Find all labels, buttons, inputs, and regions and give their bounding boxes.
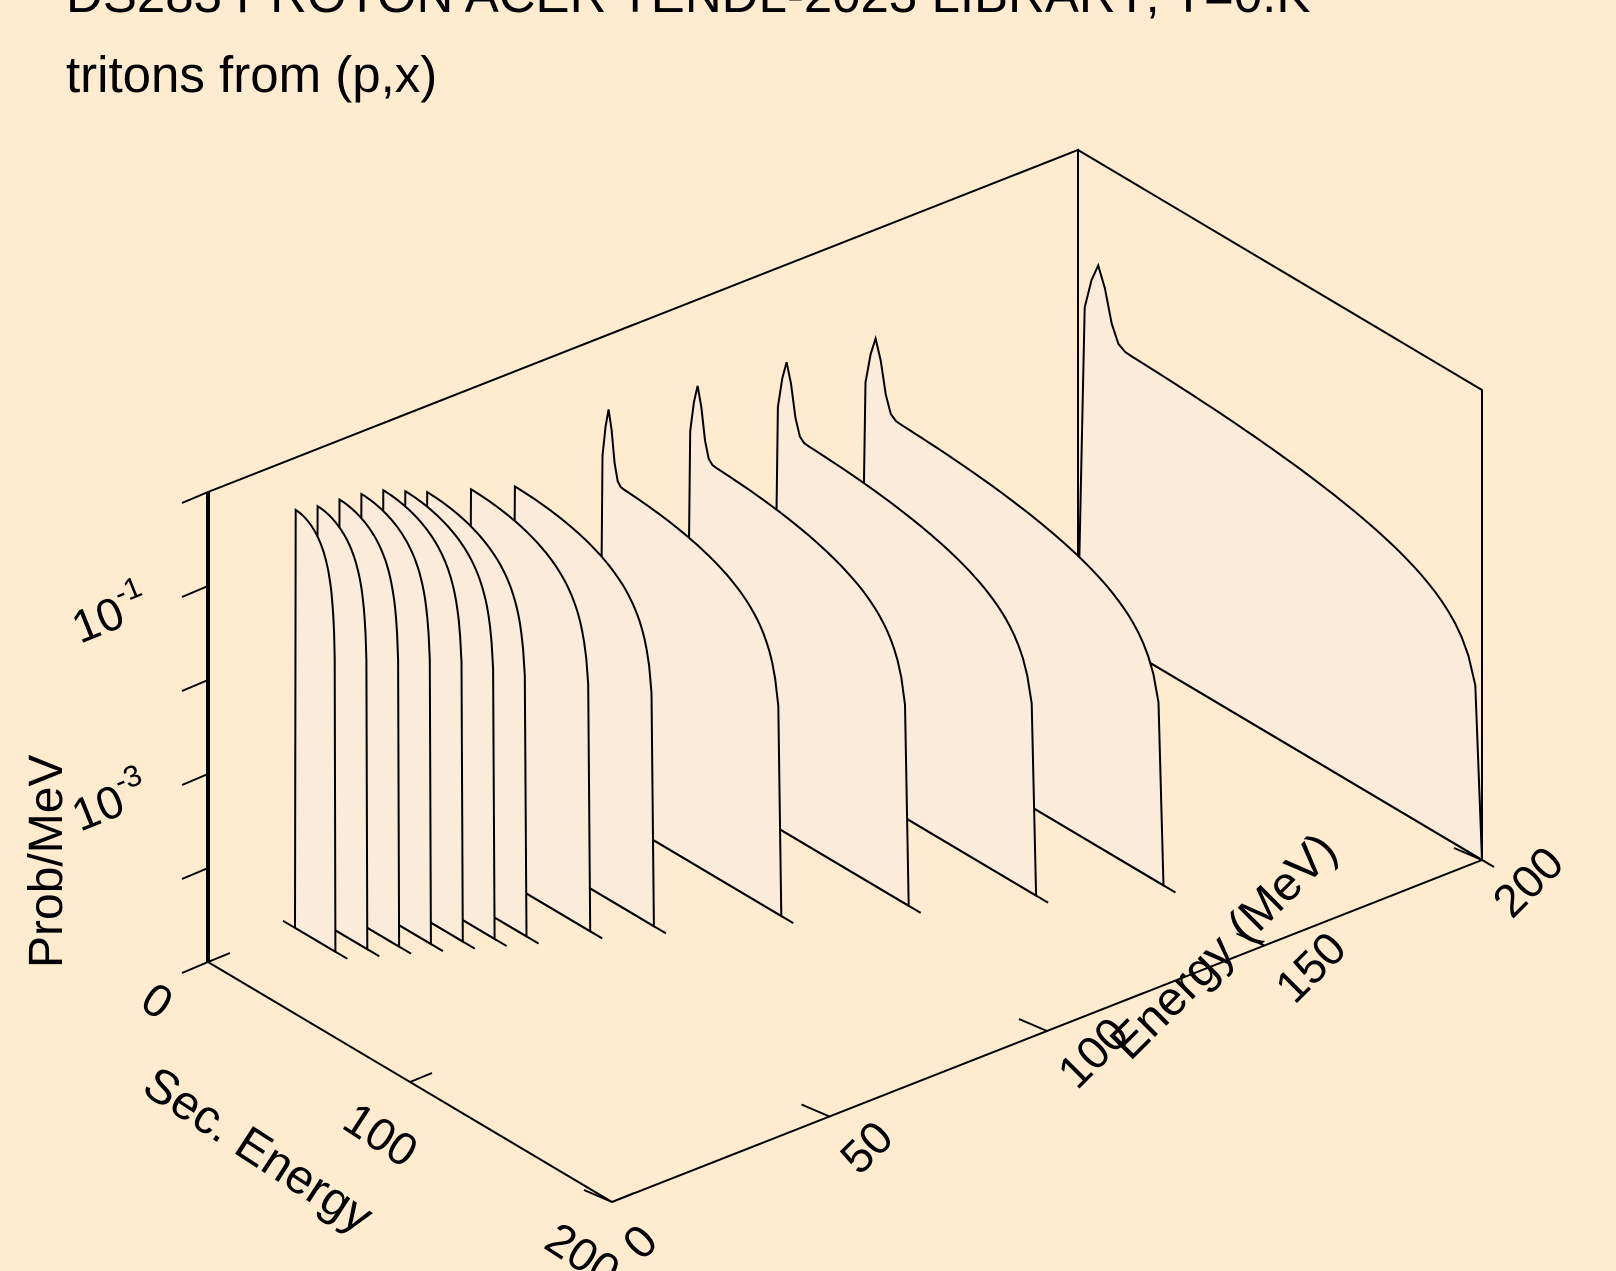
- z-tick: [181, 867, 209, 880]
- spectrum-fill: [293, 508, 337, 954]
- z-tick-label: 10-3: [62, 758, 156, 841]
- z-tick: [181, 585, 209, 598]
- z-tick: [181, 961, 209, 974]
- y-tick-label: 150: [1265, 922, 1356, 1013]
- y-tick: [1453, 847, 1483, 861]
- z-tick: [181, 773, 209, 786]
- chart-title: DS283 PROTON ACER TENDL-2023 LIBRARY; T=…: [66, 0, 1310, 23]
- chart-subtitle: tritons from (p,x): [66, 46, 437, 103]
- axis-frame: [207, 148, 1483, 860]
- x-tick: [207, 952, 231, 963]
- z-tick: [181, 679, 209, 692]
- z-axis-label: Prob/MeV: [20, 755, 73, 968]
- y-tick-label: 50: [830, 1111, 903, 1184]
- x-tick-label: 200: [537, 1212, 630, 1271]
- z-tick: [181, 491, 209, 504]
- x-tick-label: 0: [133, 972, 183, 1030]
- x-tick: [611, 1192, 635, 1203]
- y-tick: [1236, 932, 1265, 947]
- y-tick: [801, 1103, 830, 1118]
- z-tick-label: 10-1: [62, 570, 156, 653]
- spectra-series: [282, 262, 1495, 960]
- x-tick: [409, 1072, 433, 1083]
- back-wall-right: [1077, 149, 1483, 860]
- y-tick: [1018, 1018, 1048, 1032]
- y-tick-label: 200: [1482, 836, 1573, 927]
- spectrum-fill: [1076, 262, 1484, 862]
- y-tick: [583, 1189, 613, 1203]
- x-tick-label: 100: [335, 1092, 428, 1177]
- spectrum-baseline: [282, 919, 348, 960]
- x-axis-label: Sec. Energy: [134, 1057, 382, 1244]
